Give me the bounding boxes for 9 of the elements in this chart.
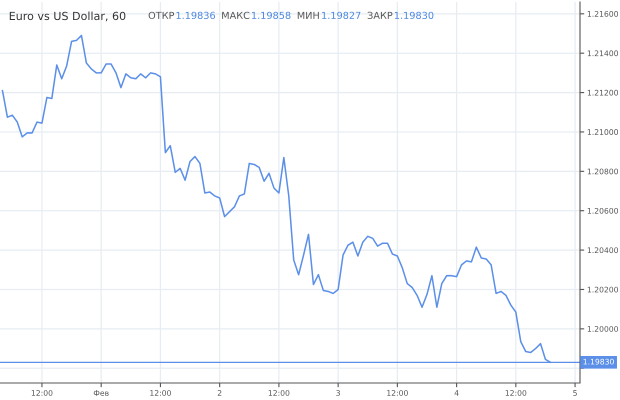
annotation: МАКС	[222, 12, 250, 20]
annotation: 1.19836	[176, 12, 216, 20]
annotation: 1.19858	[252, 12, 290, 20]
annotation: ОТКР	[148, 12, 174, 20]
annotation: ЗАКР	[368, 12, 392, 20]
text: Euro vs US Dollar, 60	[10, 12, 126, 22]
annotation: МИН	[298, 12, 319, 19]
annotation: 1.19827	[322, 12, 360, 20]
annotation: 1.19830	[394, 12, 434, 20]
